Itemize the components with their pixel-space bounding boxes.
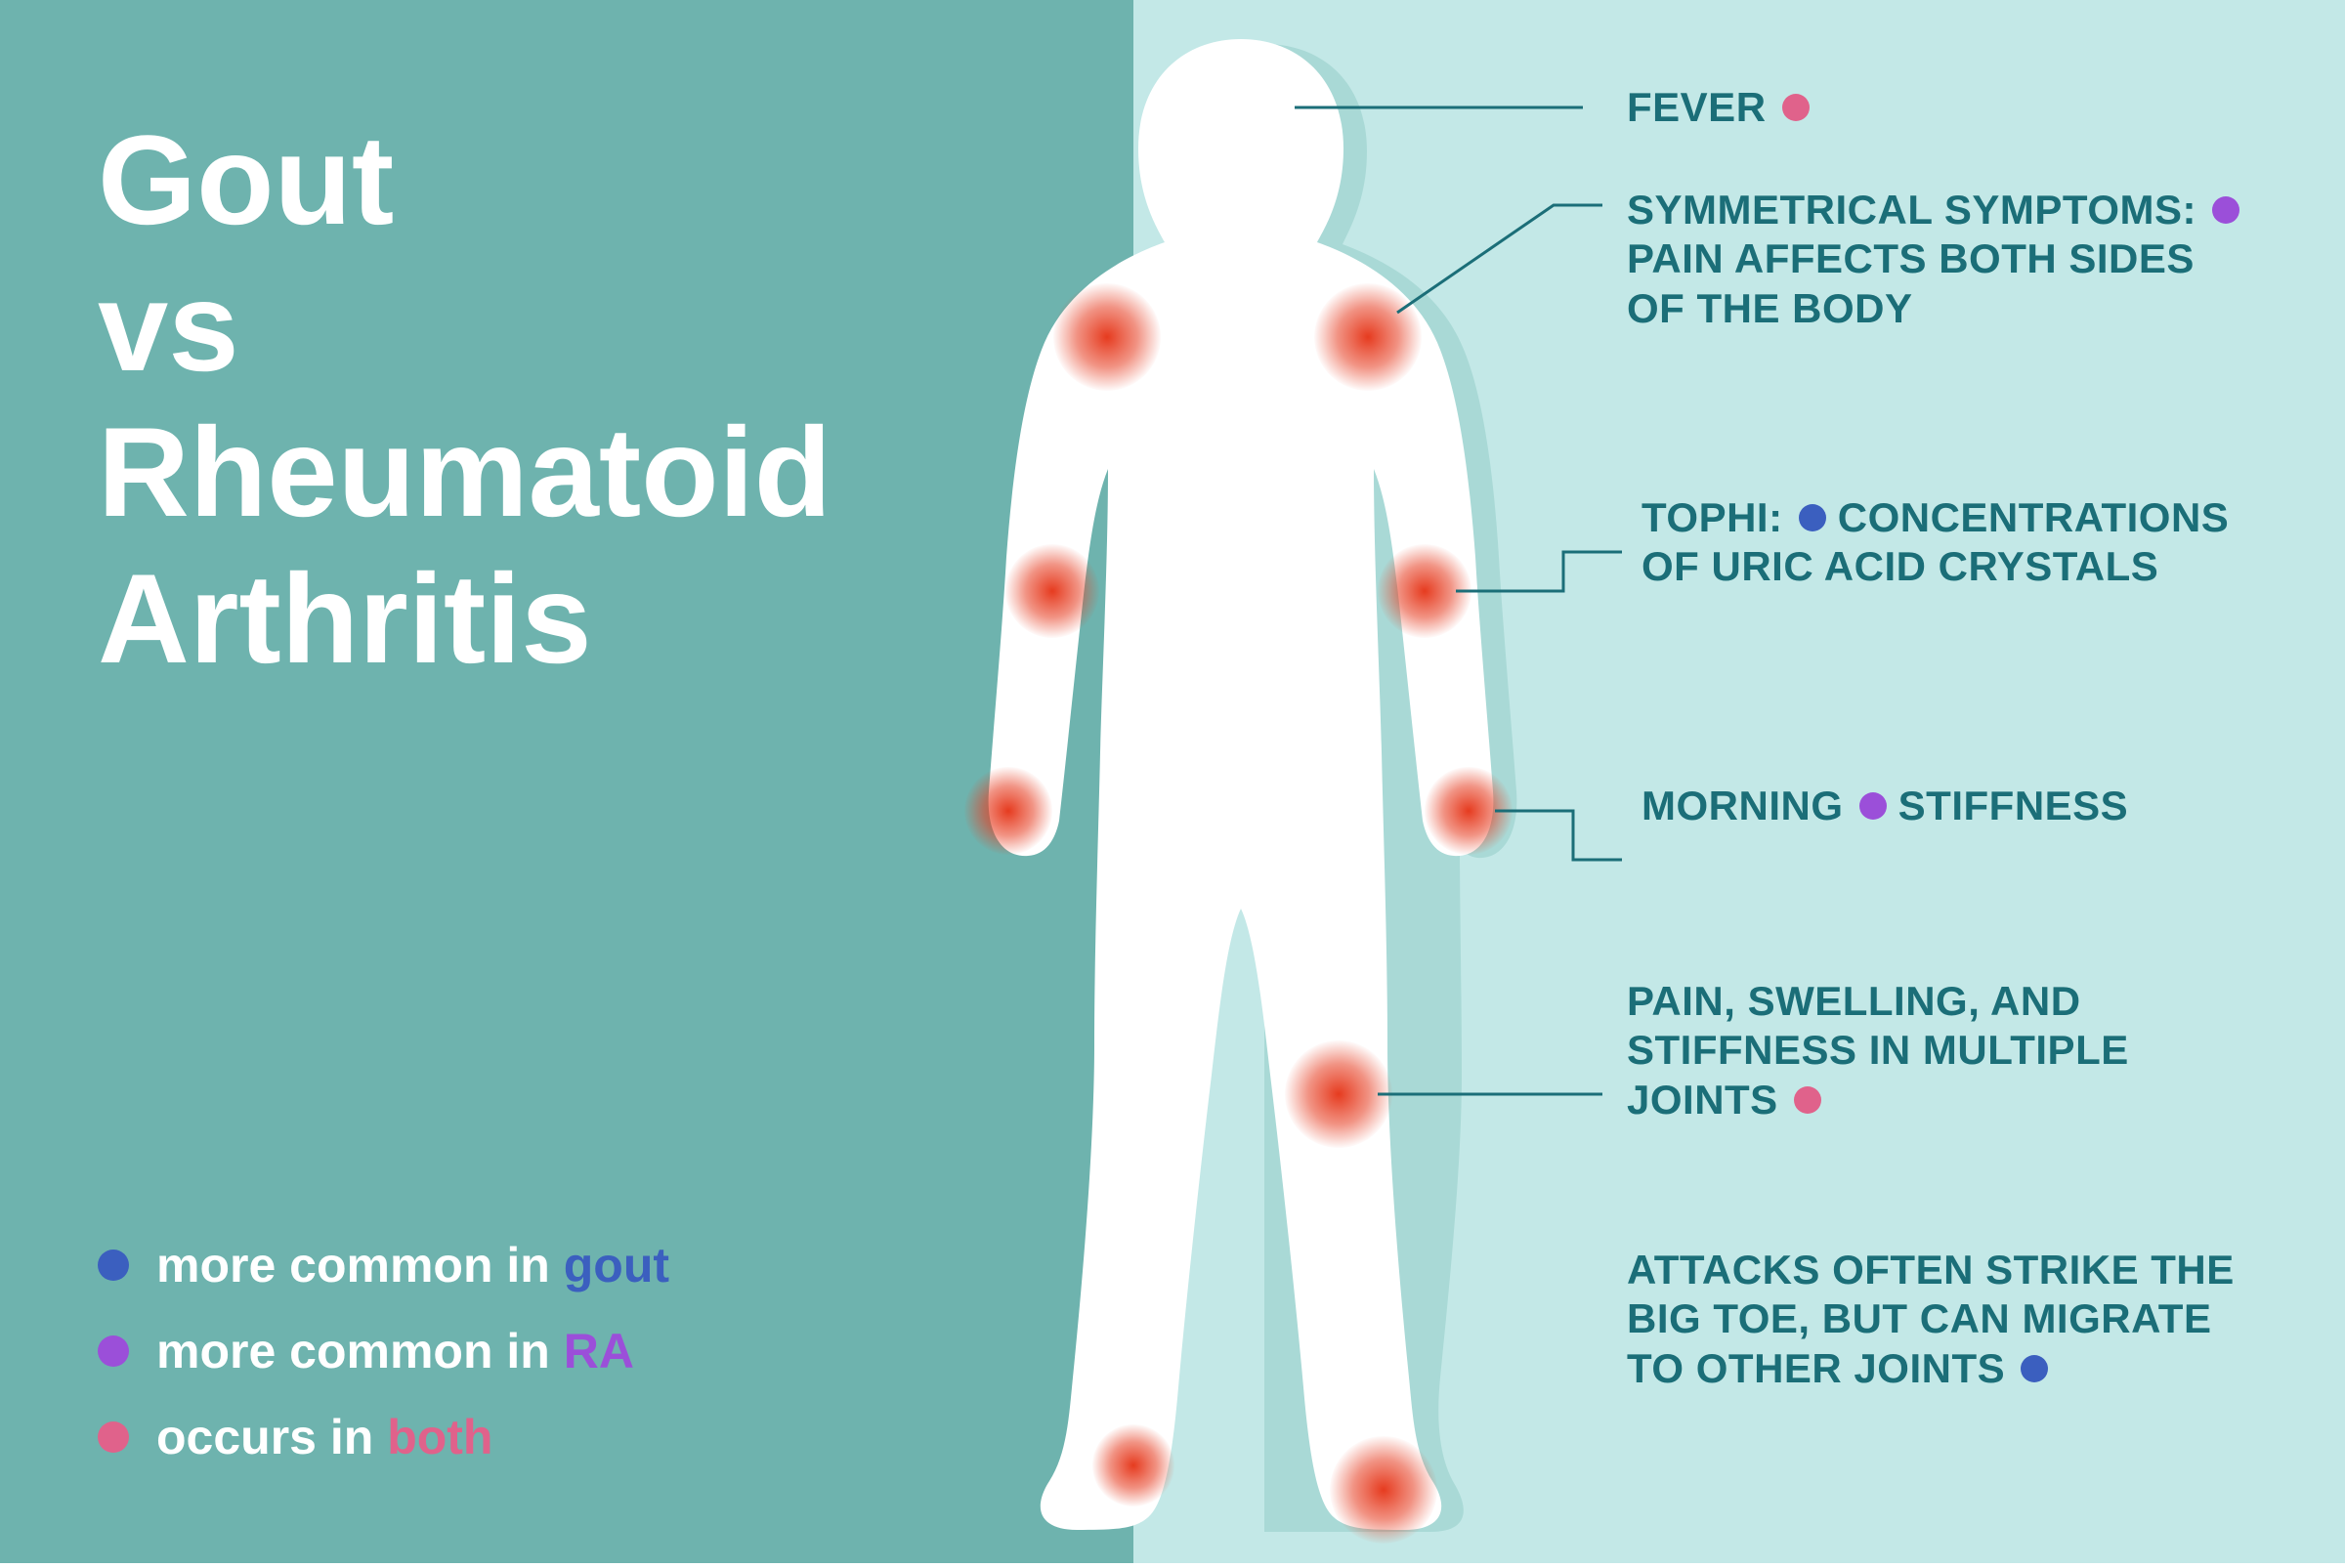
leader-symmetrical xyxy=(1397,205,1602,313)
symptom-fever: FEVER xyxy=(1627,83,1810,132)
leader-tophi xyxy=(1456,552,1622,591)
symptom-multijoint: PAIN, SWELLING, AND STIFFNESS IN MULTIPL… xyxy=(1627,977,2262,1124)
symptom-symmetrical: SYMMETRICAL SYMPTOMS: PAIN AFFECTS BOTH … xyxy=(1627,186,2262,333)
leader-morning xyxy=(1495,811,1622,860)
symptom-dot-tophi xyxy=(1799,504,1826,531)
symptom-bigtoe: ATTACKS OFTEN STRIKE THE BIG TOE, BUT CA… xyxy=(1627,1246,2262,1393)
symptom-dot-multijoint xyxy=(1794,1086,1821,1114)
symptom-morning: MORNING STIFFNESS xyxy=(1642,782,2128,830)
symptom-dot-bigtoe xyxy=(2021,1355,2048,1382)
symptom-dot-symmetrical xyxy=(2212,196,2239,224)
symptom-tophi: TOPHI: CONCENTRATIONS OF URIC ACID CRYST… xyxy=(1642,493,2277,592)
symptom-dot-morning xyxy=(1859,792,1887,820)
symptom-dot-fever xyxy=(1782,94,1810,121)
